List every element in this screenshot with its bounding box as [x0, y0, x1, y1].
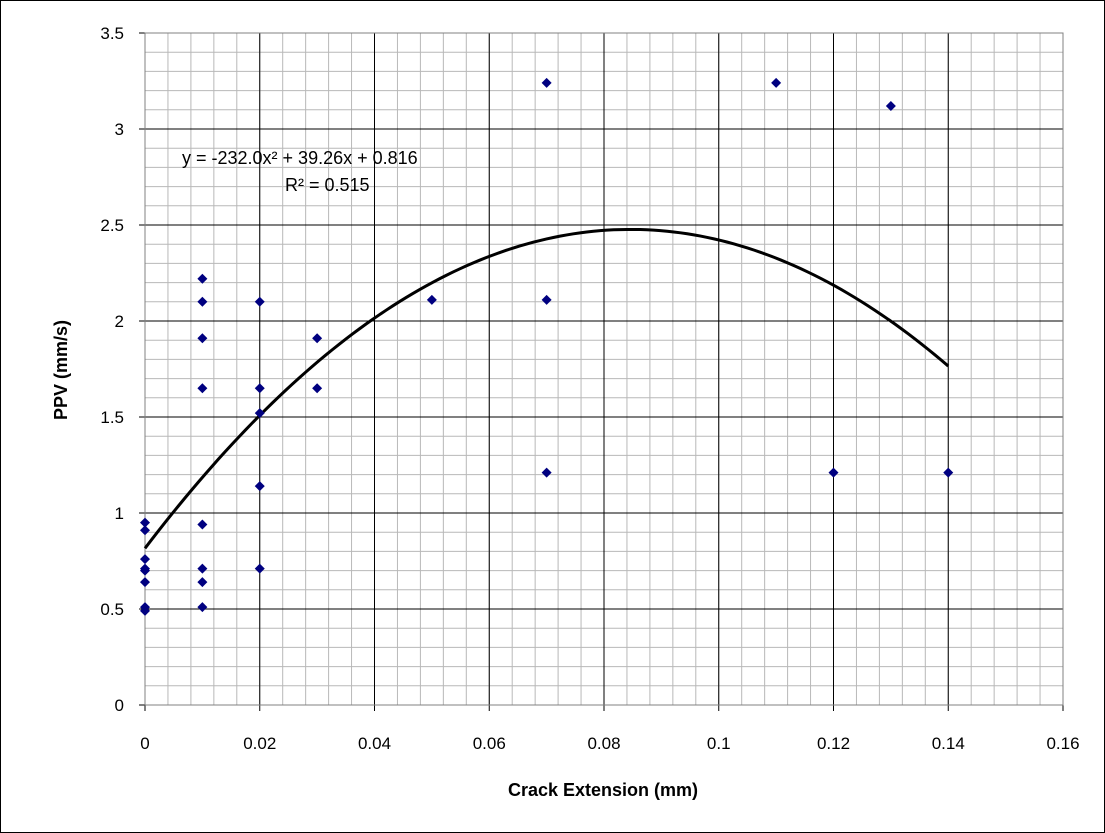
y-tick-label: 1: [115, 504, 124, 523]
data-point: [254, 563, 265, 574]
y-tick-label: 3.5: [100, 24, 124, 43]
trendline-equation: y = -232.0x² + 39.26x + 0.816: [182, 148, 418, 168]
data-point: [197, 383, 208, 394]
x-tick-label: 0: [140, 734, 149, 753]
trendline-r-squared: R² = 0.515: [285, 175, 370, 195]
data-point: [541, 467, 552, 478]
major-gridlines: [139, 32, 1064, 711]
data-point: [140, 517, 150, 528]
x-tick-label: 0.14: [932, 734, 965, 753]
x-tick-label: 0.16: [1046, 734, 1079, 753]
data-point: [140, 554, 150, 565]
data-points: [140, 77, 954, 616]
data-point: [197, 602, 208, 613]
x-tick-label: 0.12: [817, 734, 850, 753]
data-point: [426, 294, 437, 305]
x-axis-ticks: 0 0.02 0.04 0.06 0.08 0.1 0.12 0.14 0.16: [140, 734, 1079, 753]
y-tick-label: 1.5: [100, 408, 124, 427]
data-point: [312, 383, 323, 394]
data-point: [828, 467, 839, 478]
data-point: [197, 563, 208, 574]
y-tick-label: 3: [115, 120, 124, 139]
x-tick-label: 0.04: [358, 734, 391, 753]
data-point: [254, 383, 265, 394]
data-point: [541, 294, 552, 305]
plot-area-border: [144, 32, 1064, 706]
data-point: [197, 519, 208, 530]
x-axis-title: Crack Extension (mm): [508, 780, 698, 800]
data-point: [140, 565, 150, 576]
x-tick-label: 0.02: [243, 734, 276, 753]
data-point: [140, 605, 150, 616]
trendline-curve: [143, 227, 950, 550]
y-tick-label: 2.5: [100, 216, 124, 235]
x-tick-label: 0.08: [587, 734, 620, 753]
data-point: [771, 77, 782, 88]
data-point: [254, 296, 265, 307]
data-point: [943, 467, 954, 478]
y-tick-label: 0: [115, 696, 124, 715]
data-point: [254, 481, 265, 492]
data-point: [197, 296, 208, 307]
data-point: [254, 408, 265, 419]
data-point: [541, 77, 552, 88]
y-tick-label: 2: [115, 312, 124, 331]
data-point: [885, 100, 896, 111]
y-axis-title: PPV (mm/s): [51, 320, 71, 420]
data-point: [140, 525, 150, 536]
data-point: [197, 333, 208, 344]
data-point: [197, 577, 208, 588]
data-point: [312, 333, 323, 344]
data-point: [197, 273, 208, 284]
y-axis-ticks: 0 0.5 1 1.5 2 2.5 3 3.5: [100, 24, 124, 715]
x-tick-label: 0.06: [473, 734, 506, 753]
data-point: [140, 577, 150, 588]
y-tick-label: 0.5: [100, 600, 124, 619]
x-tick-label: 0.1: [707, 734, 731, 753]
